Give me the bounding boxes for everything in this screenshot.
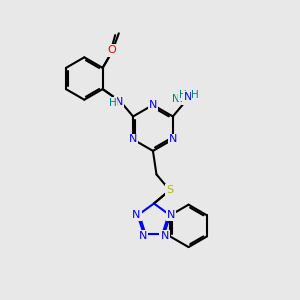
Text: O: O bbox=[108, 45, 117, 55]
Text: H: H bbox=[109, 98, 116, 108]
Text: N: N bbox=[149, 100, 157, 110]
Text: O: O bbox=[108, 46, 117, 56]
Text: N: N bbox=[129, 134, 137, 144]
Text: N: N bbox=[132, 210, 141, 220]
Text: NH: NH bbox=[172, 94, 187, 104]
Text: N: N bbox=[167, 210, 176, 220]
Text: H: H bbox=[179, 90, 187, 100]
Text: N: N bbox=[184, 92, 193, 102]
Text: N: N bbox=[139, 231, 147, 241]
Text: N: N bbox=[169, 134, 177, 144]
Text: H: H bbox=[191, 90, 199, 100]
Text: N: N bbox=[160, 231, 169, 241]
Text: N: N bbox=[115, 97, 124, 107]
Text: S: S bbox=[166, 185, 173, 195]
